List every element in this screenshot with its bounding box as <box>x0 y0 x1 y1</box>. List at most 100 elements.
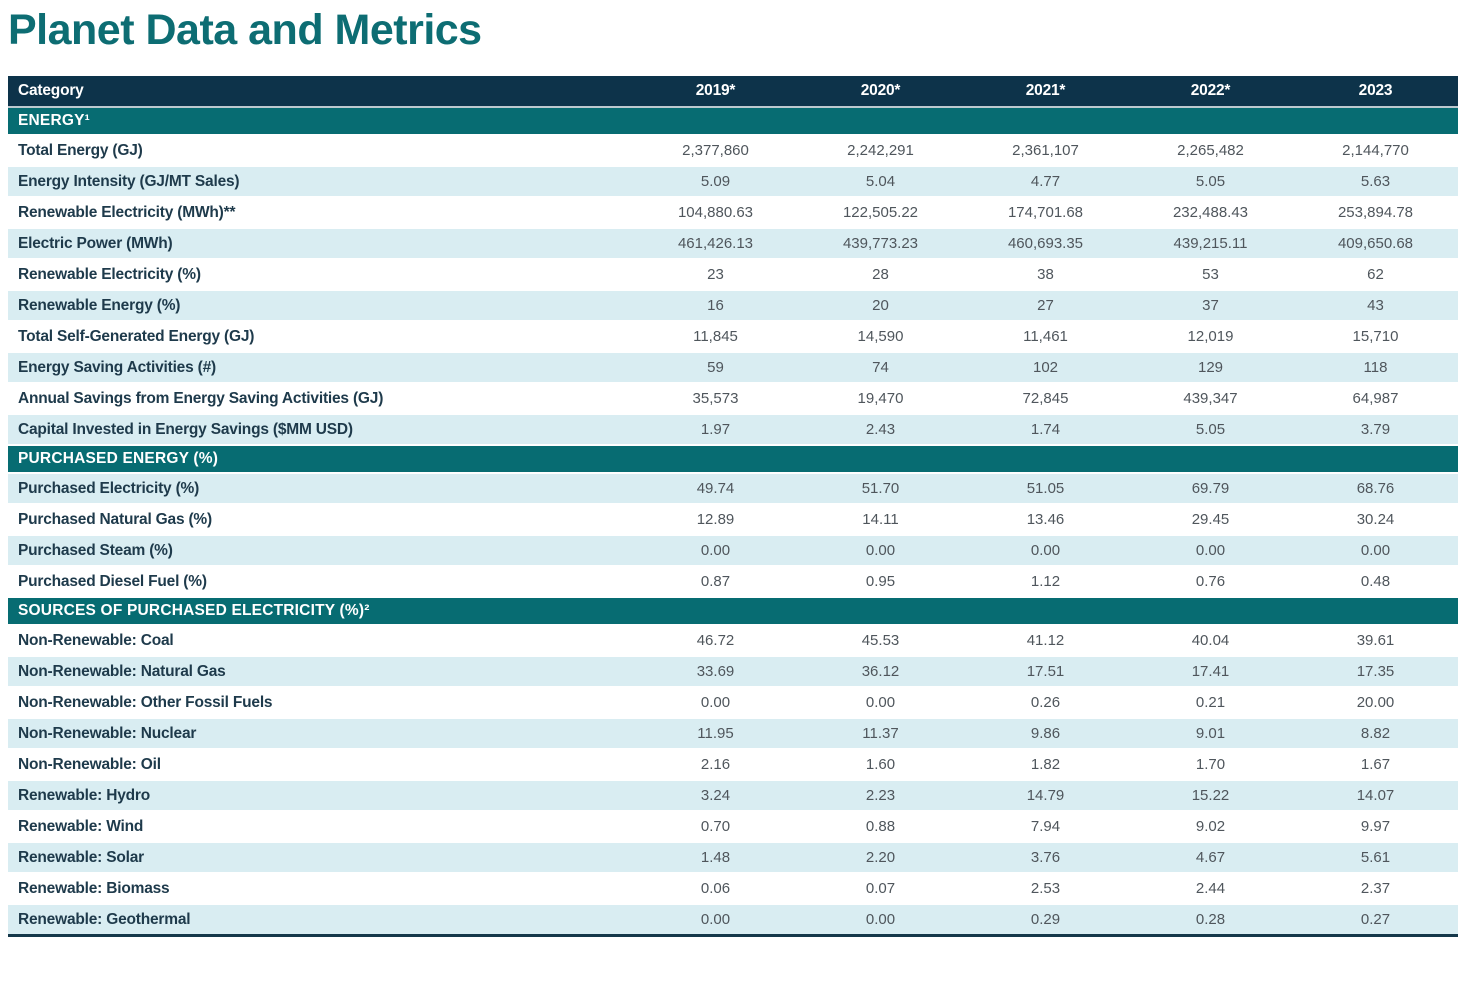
value-cell: 5.09 <box>633 166 798 199</box>
row-label: Non-Renewable: Coal <box>8 625 633 658</box>
value-cell: 46.72 <box>633 625 798 658</box>
section-header-label: ENERGY¹ <box>8 107 1458 137</box>
value-cell: 1.70 <box>1128 749 1293 782</box>
row-label: Renewable: Biomass <box>8 873 633 906</box>
value-cell: 0.00 <box>1128 535 1293 568</box>
value-cell: 174,701.68 <box>963 197 1128 230</box>
value-cell: 3.79 <box>1293 414 1458 447</box>
value-cell: 1.12 <box>963 566 1128 599</box>
table-row: Renewable: Wind 0.70 0.88 7.94 9.02 9.97 <box>8 811 1458 844</box>
column-header-2022: 2022* <box>1128 76 1293 109</box>
value-cell: 7.94 <box>963 811 1128 844</box>
value-cell: 2.16 <box>633 749 798 782</box>
value-cell: 1.67 <box>1293 749 1458 782</box>
row-label: Non-Renewable: Natural Gas <box>8 656 633 689</box>
value-cell: 20 <box>798 290 963 323</box>
table-row: Non-Renewable: Other Fossil Fuels 0.00 0.0… <box>8 687 1458 720</box>
table-row: Non-Renewable: Natural Gas 33.69 36.12 17.5… <box>8 656 1458 689</box>
value-cell: 69.79 <box>1128 473 1293 506</box>
value-cell: 35,573 <box>633 383 798 416</box>
row-label: Energy Saving Activities (#) <box>8 352 633 385</box>
row-label: Renewable Electricity (MWh)** <box>8 197 633 230</box>
value-cell: 104,880.63 <box>633 197 798 230</box>
row-label: Renewable: Hydro <box>8 780 633 813</box>
value-cell: 3.76 <box>963 842 1128 875</box>
value-cell: 20.00 <box>1293 687 1458 720</box>
value-cell: 0.00 <box>1293 535 1458 568</box>
value-cell: 9.86 <box>963 718 1128 751</box>
value-cell: 15,710 <box>1293 321 1458 354</box>
value-cell: 439,215.11 <box>1128 228 1293 261</box>
value-cell: 11.37 <box>798 718 963 751</box>
value-cell: 16 <box>633 290 798 323</box>
row-label: Non-Renewable: Other Fossil Fuels <box>8 687 633 720</box>
section-header-row: SOURCES OF PURCHASED ELECTRICITY (%)² <box>8 597 1458 627</box>
row-label: Electric Power (MWh) <box>8 228 633 261</box>
value-cell: 2,265,482 <box>1128 135 1293 168</box>
value-cell: 17.51 <box>963 656 1128 689</box>
value-cell: 62 <box>1293 259 1458 292</box>
table-row: Renewable: Solar 1.48 2.20 3.76 4.67 5.61 <box>8 842 1458 875</box>
value-cell: 232,488.43 <box>1128 197 1293 230</box>
value-cell: 64,987 <box>1293 383 1458 416</box>
row-label: Renewable: Wind <box>8 811 633 844</box>
page: Planet Data and Metrics Category 2019* 2… <box>0 6 1476 989</box>
value-cell: 12.89 <box>633 504 798 537</box>
value-cell: 0.26 <box>963 687 1128 720</box>
table-row: Purchased Electricity (%) 49.74 51.70 51.05… <box>8 473 1458 506</box>
value-cell: 11,845 <box>633 321 798 354</box>
value-cell: 23 <box>633 259 798 292</box>
row-label: Renewable Electricity (%) <box>8 259 633 292</box>
value-cell: 439,347 <box>1128 383 1293 416</box>
value-cell: 0.27 <box>1293 904 1458 936</box>
value-cell: 17.41 <box>1128 656 1293 689</box>
value-cell: 27 <box>963 290 1128 323</box>
table-row: Energy Saving Activities (#) 59 74 102 129 11… <box>8 352 1458 385</box>
row-label: Capital Invested in Energy Savings ($MM … <box>8 414 633 447</box>
value-cell: 0.88 <box>798 811 963 844</box>
value-cell: 59 <box>633 352 798 385</box>
table-row: Renewable Electricity (MWh)** 104,880.63 1… <box>8 197 1458 230</box>
value-cell: 2,242,291 <box>798 135 963 168</box>
value-cell: 0.95 <box>798 566 963 599</box>
column-header-2019: 2019* <box>633 76 798 109</box>
column-header-2020: 2020* <box>798 76 963 109</box>
value-cell: 5.04 <box>798 166 963 199</box>
table-body: ENERGY¹ Total Energy (GJ) 2,377,860 2,242,2… <box>8 107 1458 936</box>
value-cell: 1.60 <box>798 749 963 782</box>
row-label: Total Self-Generated Energy (GJ) <box>8 321 633 354</box>
value-cell: 0.00 <box>963 535 1128 568</box>
column-header-2023: 2023 <box>1293 76 1458 109</box>
value-cell: 0.70 <box>633 811 798 844</box>
table-row: Electric Power (MWh) 461,426.13 439,773.23… <box>8 228 1458 261</box>
value-cell: 460,693.35 <box>963 228 1128 261</box>
value-cell: 1.82 <box>963 749 1128 782</box>
value-cell: 68.76 <box>1293 473 1458 506</box>
row-label: Non-Renewable: Nuclear <box>8 718 633 751</box>
value-cell: 2.44 <box>1128 873 1293 906</box>
table-row: Purchased Diesel Fuel (%) 0.87 0.95 1.12 0.7… <box>8 566 1458 599</box>
table-row: Total Self-Generated Energy (GJ) 11,845 14… <box>8 321 1458 354</box>
row-label: Annual Savings from Energy Saving Activi… <box>8 383 633 416</box>
row-label: Renewable: Geothermal <box>8 904 633 936</box>
section-header-row: ENERGY¹ <box>8 107 1458 137</box>
value-cell: 12,019 <box>1128 321 1293 354</box>
value-cell: 15.22 <box>1128 780 1293 813</box>
section-header-label: SOURCES OF PURCHASED ELECTRICITY (%)² <box>8 597 1458 627</box>
value-cell: 439,773.23 <box>798 228 963 261</box>
value-cell: 0.00 <box>633 535 798 568</box>
value-cell: 9.02 <box>1128 811 1293 844</box>
value-cell: 74 <box>798 352 963 385</box>
value-cell: 122,505.22 <box>798 197 963 230</box>
value-cell: 0.07 <box>798 873 963 906</box>
value-cell: 17.35 <box>1293 656 1458 689</box>
page-title: Planet Data and Metrics <box>8 6 482 54</box>
value-cell: 0.21 <box>1128 687 1293 720</box>
value-cell: 49.74 <box>633 473 798 506</box>
value-cell: 37 <box>1128 290 1293 323</box>
value-cell: 2.20 <box>798 842 963 875</box>
value-cell: 30.24 <box>1293 504 1458 537</box>
section-header-label: PURCHASED ENERGY (%) <box>8 445 1458 475</box>
value-cell: 409,650.68 <box>1293 228 1458 261</box>
value-cell: 0.29 <box>963 904 1128 936</box>
